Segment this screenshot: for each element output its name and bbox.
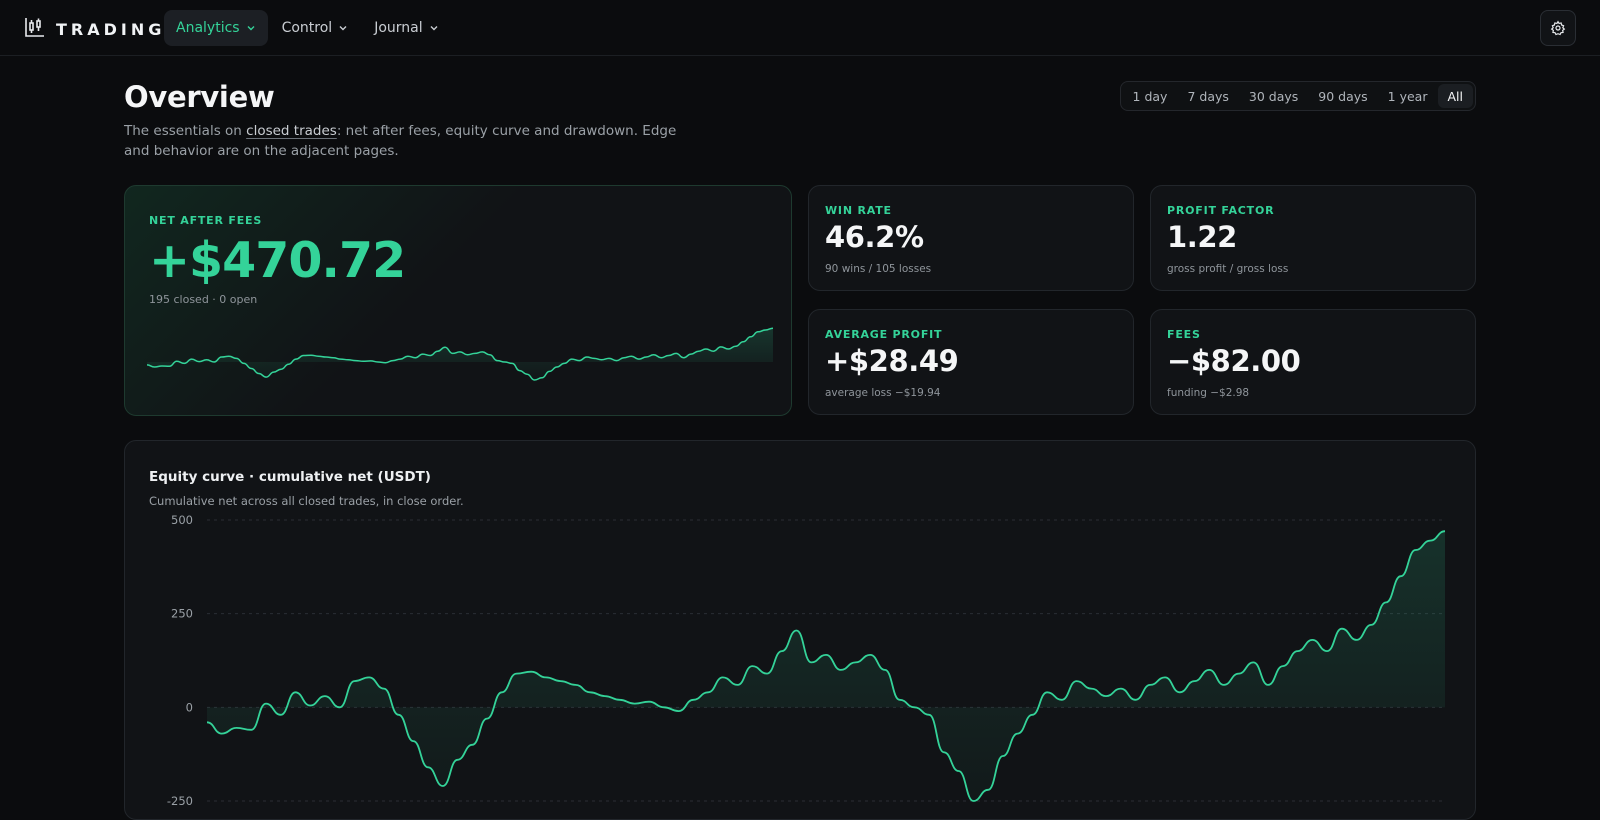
- nav-item-analytics[interactable]: Analytics: [164, 10, 268, 46]
- top-nav-bar: TRADING Analytics Control Journal: [0, 0, 1600, 56]
- average-profit-card: AVERAGE PROFIT +$28.49 average loss −$19…: [808, 309, 1134, 415]
- range-all[interactable]: All: [1438, 84, 1474, 108]
- range-90-days[interactable]: 90 days: [1308, 84, 1377, 108]
- chevron-down-icon: [338, 23, 348, 33]
- y-tick-label: -250: [167, 794, 193, 808]
- nav-item-label: Control: [282, 20, 333, 36]
- card-label: NET AFTER FEES: [149, 214, 262, 227]
- funding-note: funding −$2.98: [1167, 387, 1249, 399]
- main-nav: Analytics Control Journal: [164, 10, 451, 46]
- range-1-day[interactable]: 1 day: [1123, 84, 1178, 108]
- nav-item-control[interactable]: Control: [270, 10, 361, 46]
- chevron-down-icon: [246, 23, 256, 33]
- equity-sparkline: [145, 324, 775, 384]
- profit-factor-card: PROFIT FACTOR 1.22 gross profit / gross …: [1150, 185, 1476, 291]
- fees-value: −$82.00: [1167, 344, 1300, 378]
- nav-item-label: Analytics: [176, 20, 240, 36]
- y-tick-label: 250: [171, 607, 193, 621]
- time-range-selector: 1 day 7 days 30 days 90 days 1 year All: [1120, 81, 1476, 111]
- equity-curve-card: Equity curve · cumulative net (USDT) Cum…: [124, 440, 1476, 820]
- y-tick-label: 0: [186, 700, 193, 714]
- net-after-fees-card: NET AFTER FEES +$470.72 195 closed · 0 o…: [124, 185, 792, 416]
- settings-button[interactable]: [1540, 10, 1576, 46]
- chart-subtitle: Cumulative net across all closed trades,…: [149, 494, 464, 508]
- nav-item-label: Journal: [374, 20, 422, 36]
- gear-icon: [1550, 20, 1566, 36]
- average-loss-note: average loss −$19.94: [825, 387, 940, 399]
- y-tick-label: 500: [171, 513, 193, 527]
- closed-trades-link[interactable]: closed trades: [246, 123, 337, 139]
- chart-title: Equity curve · cumulative net (USDT): [149, 469, 431, 485]
- description-text: The essentials on: [124, 123, 246, 139]
- candlestick-logo-icon: [24, 16, 46, 42]
- net-after-fees-value: +$470.72: [149, 232, 405, 289]
- brand[interactable]: TRADING: [24, 16, 165, 42]
- card-label: FEES: [1167, 328, 1201, 341]
- range-1-year[interactable]: 1 year: [1378, 84, 1438, 108]
- range-7-days[interactable]: 7 days: [1177, 84, 1238, 108]
- win-rate-card: WIN RATE 46.2% 90 wins / 105 losses: [808, 185, 1134, 291]
- page-description: The essentials on closed trades: net aft…: [124, 121, 684, 161]
- fees-card: FEES −$82.00 funding −$2.98: [1150, 309, 1476, 415]
- card-label: WIN RATE: [825, 204, 892, 217]
- range-30-days[interactable]: 30 days: [1239, 84, 1308, 108]
- equity-curve-chart: 500 250 0 -250: [125, 511, 1477, 811]
- equity-area: [207, 531, 1445, 801]
- page-title: Overview: [124, 80, 274, 114]
- nav-item-journal[interactable]: Journal: [362, 10, 450, 46]
- card-label: PROFIT FACTOR: [1167, 204, 1274, 217]
- brand-name: TRADING: [56, 20, 165, 39]
- average-profit-value: +$28.49: [825, 344, 958, 378]
- win-loss-count: 90 wins / 105 losses: [825, 263, 931, 275]
- profit-factor-note: gross profit / gross loss: [1167, 263, 1288, 275]
- trade-count: 195 closed · 0 open: [149, 293, 257, 306]
- win-rate-value: 46.2%: [825, 220, 924, 254]
- profit-factor-value: 1.22: [1167, 220, 1237, 254]
- card-label: AVERAGE PROFIT: [825, 328, 942, 341]
- chevron-down-icon: [429, 23, 439, 33]
